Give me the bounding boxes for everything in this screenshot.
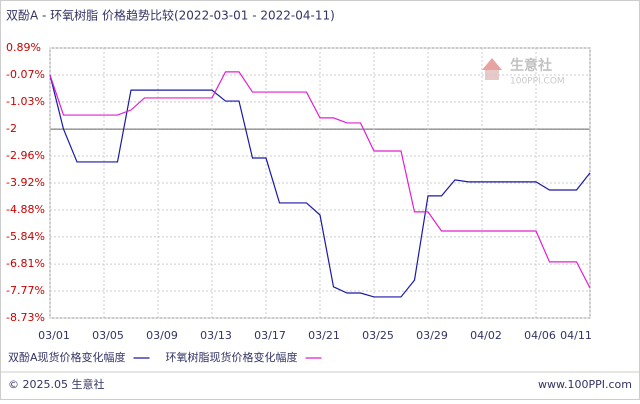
legend-label: 环氧树脂现货价格变化幅度 [166,350,298,364]
logo-roof [482,58,502,70]
x-tick-label: 03/01 [38,329,70,342]
x-tick-label: 03/05 [92,329,124,342]
x-tick-label: 03/13 [200,329,232,342]
footer-copyright: © 2025.05 生意社 [8,377,104,391]
watermark-site: 100PPI.COM [510,77,565,87]
x-tick-label: 03/17 [254,329,286,342]
x-tick-label: 04/11 [560,329,592,342]
watermark-name: 生意社 [510,57,552,74]
x-tick-label: 04/02 [470,329,502,342]
y-tick-label: -8.73% [6,311,45,324]
series-line [49,74,591,298]
x-tick-label: 03/21 [308,329,340,342]
y-tick-label: -1.03% [6,95,45,108]
x-tick-label: 03/09 [146,329,178,342]
series-line [49,71,591,289]
y-tick-label: -6.81% [6,257,45,270]
x-tick-label: 03/29 [416,329,448,342]
x-tick-label: 04/06 [524,329,556,342]
y-tick-label: -2 [6,122,17,135]
y-tick-label: -5.84% [6,230,45,243]
y-tick-label: 0.89% [6,41,41,54]
y-tick-label: -2.96% [6,149,45,162]
y-tick-label: -4.88% [6,203,45,216]
legend-label: 双酚A现货价格变化幅度 [8,350,126,364]
x-tick-label: 03/25 [362,329,394,342]
footer-site: www.100PPI.com [538,378,632,391]
chart-title: 双酚A - 环氧树脂 价格趋势比较(2022-03-01 - 2022-04-1… [6,8,335,23]
y-tick-label: -3.92% [6,176,45,189]
y-tick-label: -7.77% [6,284,45,297]
y-tick-label: -0.07% [6,68,45,81]
